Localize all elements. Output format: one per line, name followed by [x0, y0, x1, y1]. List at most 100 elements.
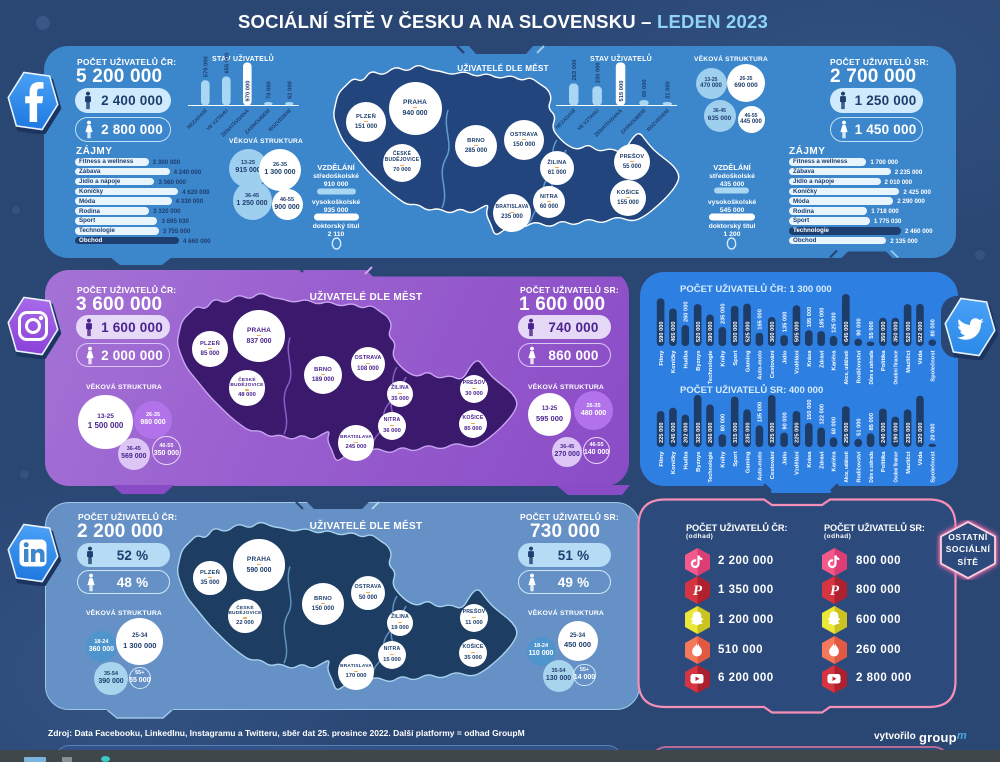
svg-text:Společnost: Společnost [931, 350, 937, 381]
svg-text:Sport: Sport [733, 350, 739, 365]
svg-text:Zdraví: Zdraví [819, 350, 825, 368]
svg-text:31 000: 31 000 [666, 81, 672, 99]
svg-text:360 000: 360 000 [770, 321, 776, 342]
svg-text:Věda: Věda [918, 350, 924, 365]
svg-text:225 000: 225 000 [795, 422, 801, 443]
svg-text:80 000: 80 000 [721, 414, 727, 431]
svg-text:165 000: 165 000 [758, 309, 764, 330]
svg-text:Společnost: Společnost [931, 451, 937, 482]
svg-text:Jídlo: Jídlo [782, 451, 788, 465]
svg-text:85 000: 85 000 [869, 413, 875, 430]
svg-text:90 000: 90 000 [856, 318, 862, 335]
svg-text:390 000: 390 000 [708, 321, 714, 342]
svg-text:Vzdělání: Vzdělání [795, 451, 801, 475]
svg-text:350 000: 350 000 [881, 321, 887, 342]
svg-text:Věda: Věda [918, 451, 924, 466]
svg-text:645 000: 645 000 [844, 321, 850, 342]
svg-text:Vzdělání: Vzdělání [795, 350, 801, 374]
svg-text:266 000: 266 000 [708, 422, 714, 443]
svg-text:51 000: 51 000 [856, 418, 862, 435]
svg-text:80 000: 80 000 [931, 319, 937, 336]
svg-text:90 000: 90 000 [782, 412, 788, 429]
svg-text:202 000: 202 000 [684, 422, 690, 443]
svg-text:P: P [829, 583, 839, 599]
svg-text:Auto-moto: Auto-moto [758, 451, 764, 481]
svg-text:Osobní finance: Osobní finance [893, 350, 899, 385]
svg-text:655 000: 655 000 [225, 52, 231, 73]
svg-text:Dům a zahrada: Dům a zahrada [868, 451, 875, 483]
svg-text:235 000: 235 000 [906, 422, 912, 443]
svg-text:55 000: 55 000 [869, 321, 875, 338]
svg-text:P: P [692, 583, 702, 599]
svg-text:Akce, události: Akce, události [844, 350, 850, 384]
svg-text:Kariéra: Kariéra [832, 451, 838, 472]
svg-text:Cestování: Cestování [770, 350, 776, 378]
svg-text:185 000: 185 000 [819, 308, 825, 329]
svg-text:195 000: 195 000 [807, 307, 813, 328]
svg-text:260 000: 260 000 [684, 301, 690, 322]
svg-text:Byznys: Byznys [696, 452, 702, 472]
svg-text:Technologie: Technologie [708, 350, 714, 384]
svg-text:135 000: 135 000 [758, 402, 764, 423]
svg-text:245 000: 245 000 [671, 422, 677, 443]
svg-text:Auto-moto: Auto-moto [758, 350, 764, 380]
svg-text:522 000: 522 000 [918, 321, 924, 342]
svg-text:20 000: 20 000 [931, 423, 937, 440]
svg-text:Kariéra: Kariéra [832, 350, 838, 371]
svg-text:325 000: 325 000 [770, 422, 776, 443]
svg-text:Koníčky: Koníčky [671, 451, 677, 474]
svg-text:Rodičovství: Rodičovství [856, 350, 862, 383]
svg-text:Jídlo: Jídlo [782, 350, 788, 364]
svg-text:320 000: 320 000 [918, 422, 924, 443]
svg-text:235 000: 235 000 [721, 303, 727, 324]
svg-text:590 000: 590 000 [659, 321, 665, 342]
svg-text:520 000: 520 000 [906, 321, 912, 342]
svg-text:Politika: Politika [881, 350, 887, 371]
svg-text:Akce, události: Akce, události [844, 451, 850, 482]
svg-text:570 000: 570 000 [204, 56, 210, 77]
svg-text:525 000: 525 000 [745, 321, 751, 342]
svg-text:465 000: 465 000 [671, 321, 677, 342]
svg-text:Koníčky: Koníčky [671, 350, 677, 373]
svg-text:Gaming: Gaming [745, 451, 751, 473]
svg-text:Byznys: Byznys [696, 351, 702, 371]
svg-text:135 000: 135 000 [782, 312, 788, 333]
svg-text:190 000: 190 000 [893, 422, 899, 443]
svg-text:315 000: 315 000 [733, 422, 739, 443]
svg-text:Dům a zahrada: Dům a zahrada [868, 350, 875, 385]
svg-text:505 000: 505 000 [795, 321, 801, 342]
svg-text:Krása: Krása [807, 350, 813, 367]
svg-text:Gaming: Gaming [745, 350, 751, 372]
svg-text:255 000: 255 000 [844, 422, 850, 443]
svg-text:235 000: 235 000 [745, 422, 751, 443]
svg-text:515 000: 515 000 [619, 81, 625, 102]
svg-text:520 000: 520 000 [696, 321, 702, 342]
svg-text:Osobní finance: Osobní finance [893, 451, 899, 483]
svg-text:Hudba: Hudba [684, 350, 690, 369]
svg-text:Filmy: Filmy [659, 451, 665, 467]
svg-text:Mazlíčci: Mazlíčci [906, 350, 912, 373]
svg-text:150 000: 150 000 [807, 399, 813, 420]
svg-text:Filmy: Filmy [659, 350, 665, 366]
svg-text:125 000: 125 000 [832, 312, 838, 333]
svg-text:Politika: Politika [881, 451, 887, 472]
svg-text:350 000: 350 000 [893, 321, 899, 342]
svg-text:Sport: Sport [733, 451, 739, 466]
svg-text:225 000: 225 000 [659, 422, 665, 443]
svg-text:62 000: 62 000 [288, 81, 294, 99]
svg-text:263 000: 263 000 [572, 60, 578, 81]
svg-text:230 000: 230 000 [595, 62, 601, 83]
svg-text:Mazlíčci: Mazlíčci [906, 451, 912, 474]
svg-text:Krása: Krása [807, 451, 813, 468]
svg-text:Technologie: Technologie [708, 451, 714, 483]
svg-text:Cestování: Cestování [770, 451, 776, 479]
svg-text:Rodičovství: Rodičovství [856, 451, 862, 482]
svg-text:Knihy: Knihy [721, 350, 727, 367]
svg-text:ROZVEDENÍ: ROZVEDENÍ [266, 106, 293, 133]
svg-text:Hudba: Hudba [684, 451, 690, 470]
svg-text:240 000: 240 000 [881, 422, 887, 443]
svg-text:Knihy: Knihy [721, 451, 727, 468]
svg-text:Zdraví: Zdraví [819, 451, 825, 469]
svg-text:70 000: 70 000 [267, 81, 273, 99]
svg-text:500 000: 500 000 [733, 321, 739, 342]
